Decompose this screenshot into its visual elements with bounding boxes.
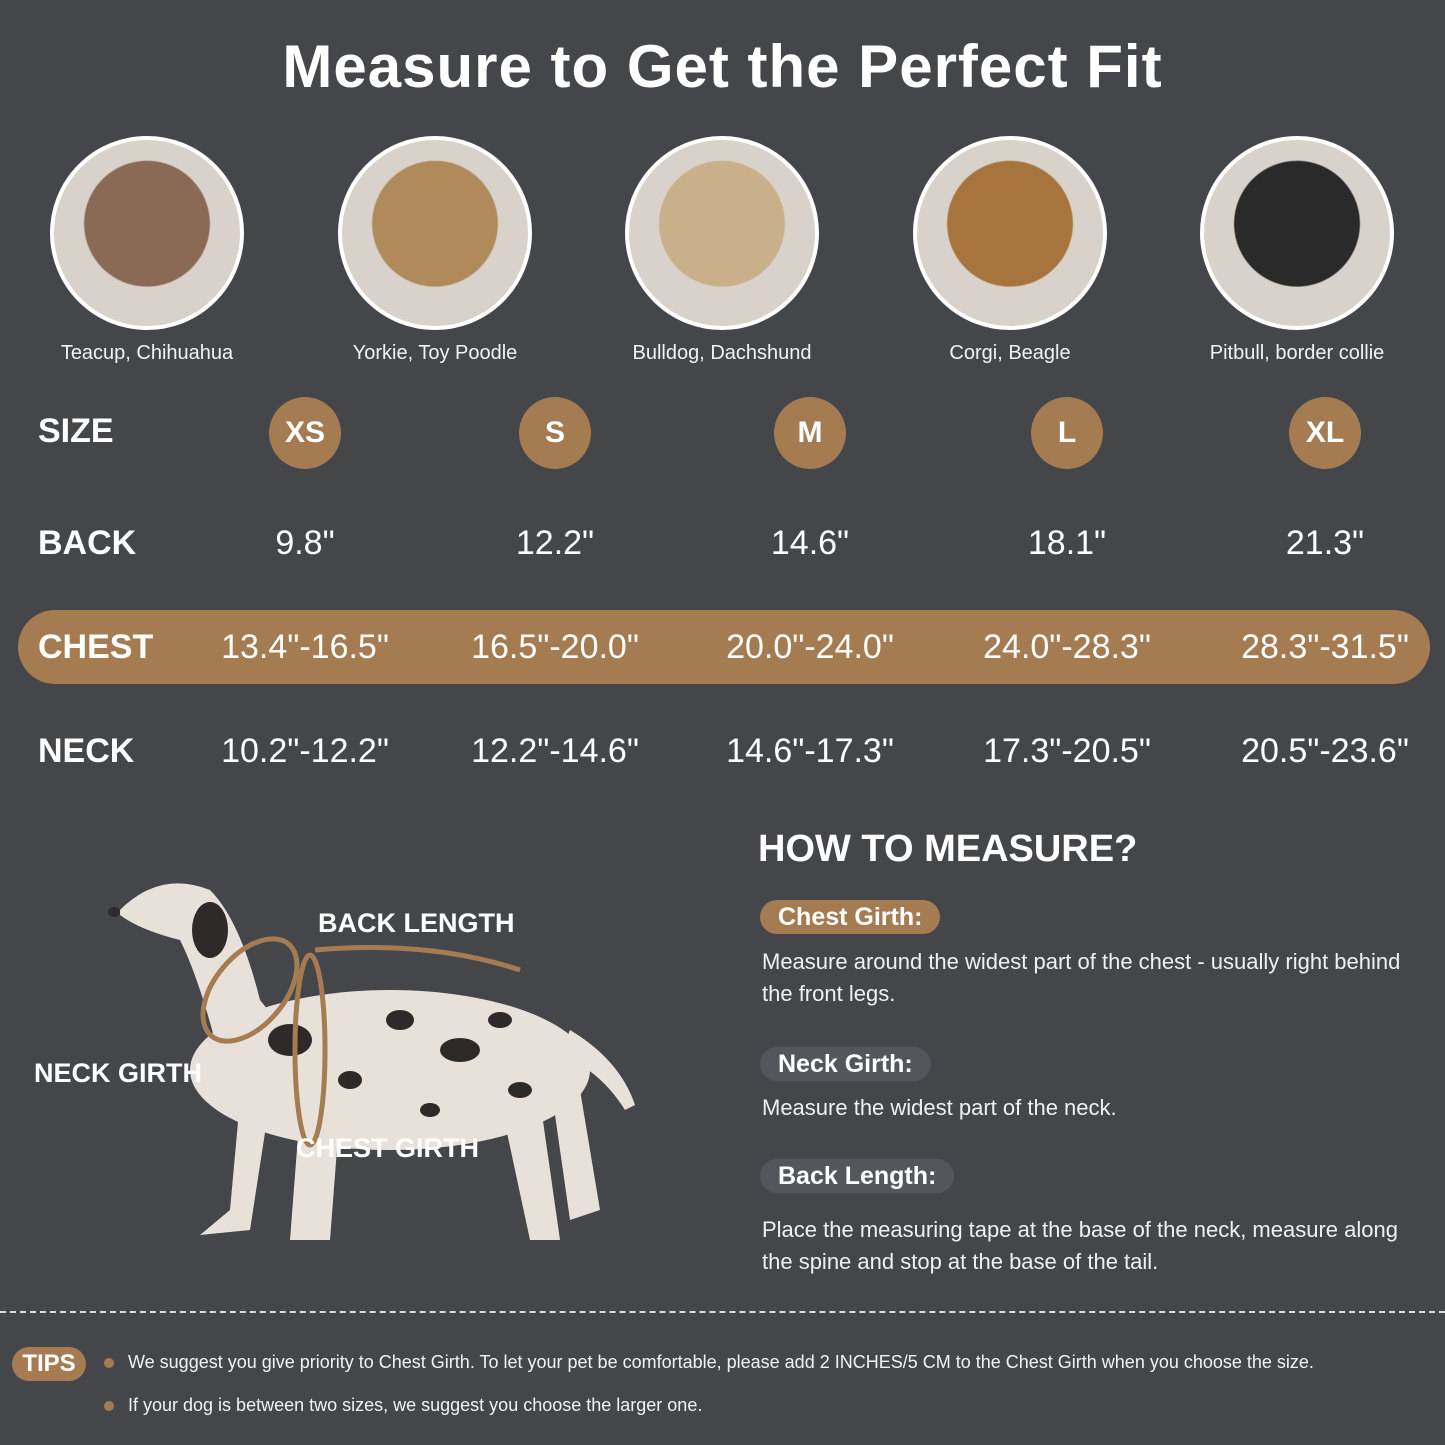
border-collie-photo — [1200, 136, 1394, 330]
chest-value: 16.5"-20.0" — [471, 628, 639, 666]
how-to-heading: HOW TO MEASURE? — [758, 828, 1138, 870]
tip-item: If your dog is between two sizes, we sug… — [104, 1395, 702, 1416]
back-length-pill: Back Length: — [760, 1159, 955, 1193]
breed-caption: Corgi, Beagle — [949, 342, 1071, 364]
neck-value: 20.5"-23.6" — [1241, 732, 1409, 770]
size-badge: S — [519, 397, 591, 469]
chest-value: 20.0"-24.0" — [726, 628, 894, 666]
neck-girth-text: Measure the widest part of the neck. — [762, 1095, 1117, 1120]
back-value: 9.8" — [275, 524, 335, 562]
neck-girth-pill: Neck Girth: — [760, 1047, 931, 1081]
neck-value: 17.3"-20.5" — [983, 732, 1151, 770]
dalmatian-illustration — [108, 883, 635, 1240]
breed-caption: Pitbull, border collie — [1209, 342, 1385, 364]
yorkie-photo — [338, 136, 532, 330]
back-value: 18.1" — [1027, 524, 1107, 562]
chest-value: 24.0"-28.3" — [983, 628, 1151, 666]
tip-item: We suggest you give priority to Chest Gi… — [104, 1352, 1314, 1373]
page-title: Measure to Get the Perfect Fit — [282, 33, 1163, 100]
neck-row-label: NECK — [38, 732, 135, 770]
back-value: 14.6" — [770, 524, 850, 562]
bullet-icon — [104, 1357, 114, 1368]
chest-girth-text: Measure around the widest part of the ch… — [762, 949, 1401, 1006]
chest-row-label: CHEST — [38, 628, 154, 666]
divider — [0, 1311, 1445, 1313]
size-badge: M — [774, 397, 846, 469]
chest-value: 13.4"-16.5" — [221, 628, 389, 666]
size-row-label: SIZE — [38, 412, 114, 450]
size-badge: XL — [1289, 397, 1361, 469]
neck-value: 14.6"-17.3" — [726, 732, 894, 770]
bullet-icon — [104, 1400, 114, 1411]
chest-value: 28.3"-31.5" — [1241, 628, 1409, 666]
neck-girth-label: NECK GIRTH — [34, 1058, 202, 1088]
chihuahua-photo — [50, 136, 244, 330]
beagle-photo — [913, 136, 1107, 330]
chest-girth-label: CHEST GIRTH — [296, 1133, 480, 1163]
size-badge: XS — [269, 397, 341, 469]
size-badge: L — [1031, 397, 1103, 469]
back-length-text: Place the measuring tape at the base of … — [762, 1217, 1398, 1274]
back-value: 21.3" — [1285, 524, 1365, 562]
back-length-label: BACK LENGTH — [318, 908, 515, 938]
breed-caption: Teacup, Chihuahua — [60, 342, 234, 364]
breed-caption: Yorkie, Toy Poodle — [352, 342, 518, 364]
neck-value: 12.2"-14.6" — [471, 732, 639, 770]
chest-row-highlight — [18, 610, 1430, 684]
chest-girth-pill: Chest Girth: — [760, 900, 941, 934]
neck-value: 10.2"-12.2" — [221, 732, 389, 770]
pug-photo — [625, 136, 819, 330]
back-row-label: BACK — [38, 524, 137, 562]
tips-badge: TIPS — [12, 1347, 86, 1381]
breed-caption: Bulldog, Dachshund — [632, 342, 812, 364]
back-value: 12.2" — [515, 524, 595, 562]
